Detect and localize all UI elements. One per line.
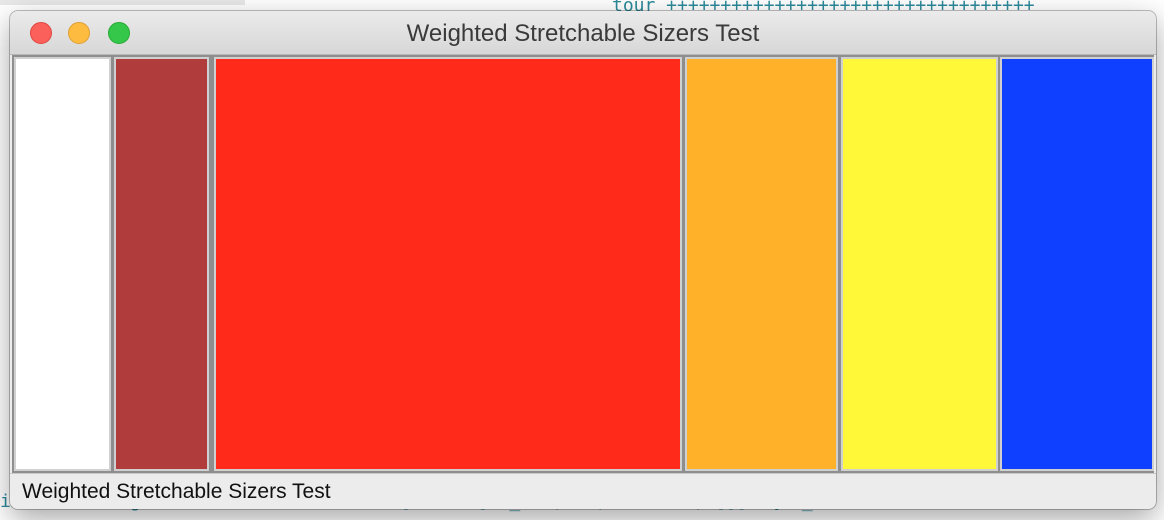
window-title: Weighted Stretchable Sizers Test — [406, 20, 760, 47]
zoom-button[interactable] — [108, 22, 130, 44]
panel-orange — [685, 57, 838, 471]
status-bar-text: Weighted Stretchable Sizers Test — [22, 480, 331, 503]
panel-blue — [1000, 57, 1154, 471]
panel-red — [214, 57, 682, 471]
app-window: Weighted Stretchable Sizers Test Weighte… — [10, 11, 1156, 509]
sizer-content-area — [12, 55, 1154, 473]
close-button[interactable] — [30, 22, 52, 44]
panel-yellow — [841, 57, 998, 471]
status-bar: Weighted Stretchable Sizers Test — [10, 473, 1156, 509]
background-strip — [0, 0, 245, 5]
title-bar[interactable]: Weighted Stretchable Sizers Test — [10, 11, 1156, 55]
panel-brown — [114, 57, 209, 471]
minimize-button[interactable] — [68, 22, 90, 44]
panel-white — [14, 57, 111, 471]
